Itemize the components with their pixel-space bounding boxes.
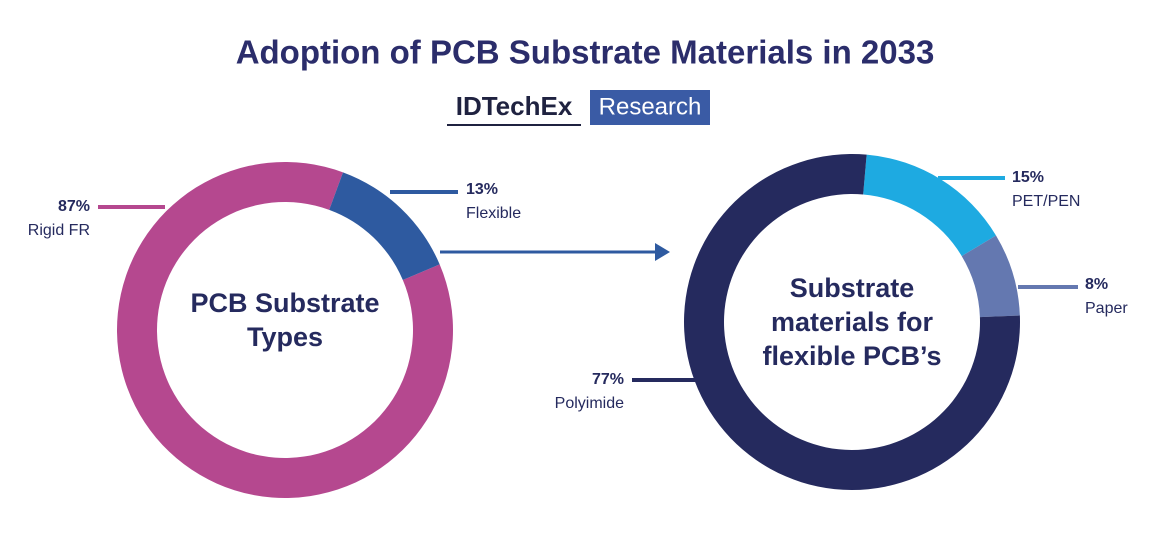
donut-segment [329,172,440,280]
category-label: Paper [1085,300,1128,317]
donut-segment [961,235,1020,318]
category-label: Flexible [466,205,521,222]
brand-box [590,90,710,125]
category-label: PET/PEN [1012,193,1080,210]
center-label: Substrate materials for flexible PCB’s [762,273,942,371]
brand-name: IDTechEx [456,91,573,121]
value-label: 8% [1085,276,1108,293]
value-label: 77% [592,371,624,388]
brand-label: Research [599,93,702,120]
donut-segment [863,154,997,257]
value-label: 13% [466,181,498,198]
center-label: PCB Substrate Types [190,288,380,352]
category-label: Rigid FR [28,222,90,239]
value-label: 15% [1012,169,1044,186]
category-label: Polyimide [555,395,624,412]
value-label: 87% [58,198,90,215]
chart-title: Adoption of PCB Substrate Materials in 2… [236,34,935,71]
arrow-head [655,243,670,261]
